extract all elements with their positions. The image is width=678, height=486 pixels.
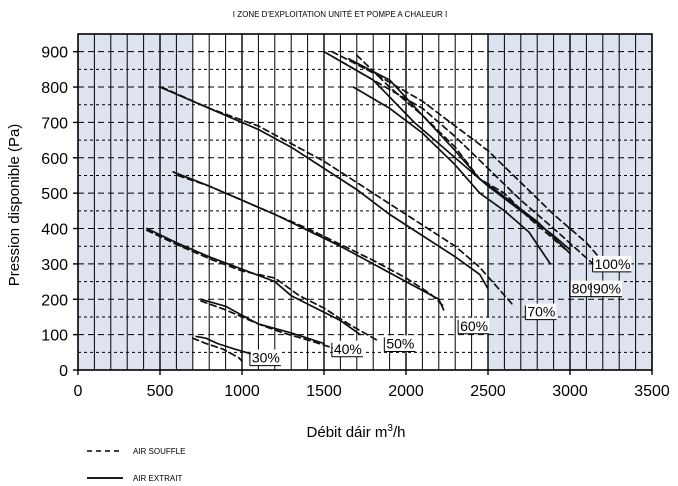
curve-label-90pct: 90%: [593, 281, 621, 297]
y-tick-label: 300: [41, 257, 68, 274]
plot-border: [77, 33, 653, 371]
curve-70pct-extrait: [159, 86, 489, 290]
curve-60pct-souffle: [177, 174, 445, 308]
grid: [78, 34, 652, 370]
x-axis-label: Débit dáir m3/h: [307, 423, 406, 441]
x-tick-label: 2000: [388, 383, 424, 400]
curve-label-background: [250, 349, 281, 366]
curve-80pct-extrait: [352, 86, 552, 265]
y-axis-label: Pression disponible (Pa): [6, 124, 23, 287]
curve-label-background: [332, 340, 363, 357]
curve-labels: 30%40% 50%60%70%80%90%100%: [249, 255, 632, 367]
curve-label-100pct: 100%: [595, 256, 631, 272]
x-tick-label: 1000: [224, 383, 260, 400]
x-tick-label: 1500: [306, 383, 342, 400]
x-tick-label: 500: [147, 383, 174, 400]
y-tick-label: 900: [41, 45, 68, 62]
curve-30pct-extrait: [195, 335, 253, 355]
y-tick-label: 700: [41, 115, 68, 132]
curve-50pct-extrait: [146, 227, 361, 336]
y-tick-label: 100: [41, 328, 68, 345]
curve-30pct-souffle: [191, 337, 243, 363]
curve-label-background: [593, 255, 632, 272]
shaded-zone-1: [78, 34, 193, 370]
curve-40pct-extrait: [200, 298, 325, 345]
x-tick-label: 3000: [552, 383, 588, 400]
y-tick-label: 400: [41, 222, 68, 239]
x-tick-label: 2500: [470, 383, 506, 400]
curve-70pct-souffle: [160, 86, 514, 306]
curve-60pct-extrait: [172, 171, 445, 311]
curve-90pct-souffle: [323, 50, 594, 265]
plot-background: [78, 34, 652, 370]
curve-label-background: [591, 280, 622, 297]
x-tick-label: 3500: [634, 383, 670, 400]
y-axis: 0 100 200 300 400 500 600 700 800 900: [41, 45, 78, 380]
legend-label-air-extrait: AIR EXTRAIT: [133, 474, 182, 483]
curve-100pct-souffle: [331, 50, 612, 272]
curve-label-background: [526, 303, 557, 320]
plot-frame: [77, 33, 653, 371]
y-tick-label: 800: [41, 80, 68, 97]
curve-label-50pct: 50%: [386, 335, 414, 351]
curve-label-background: [459, 317, 490, 334]
curve-label-60pct: 60%: [460, 318, 488, 334]
curve-label-background: [385, 335, 416, 352]
legend: AIR SOUFFLE AIR EXTRAIT: [87, 447, 185, 483]
curve-100pct-extrait: [323, 50, 571, 251]
curve-label-40pct: 40%: [334, 341, 362, 357]
chart-title: I ZONE D'EXPLOITATION UNITÉ ET POMPE A C…: [233, 10, 447, 19]
curves: [146, 50, 612, 363]
y-tick-label: 0: [59, 363, 68, 380]
x-tick-label: 0: [74, 383, 83, 400]
x-axis: 0 500 1000 1500 2000 2500 3000 3500: [74, 370, 670, 400]
curve-label-70pct: 70%: [527, 304, 555, 320]
x-axis-label-superscript: 3: [387, 423, 393, 434]
y-tick-label: 200: [41, 292, 68, 309]
curve-40pct-souffle: [200, 300, 337, 350]
legend-label-air-souffle: AIR SOUFFLE: [133, 447, 185, 456]
y-tick-label: 600: [41, 151, 68, 168]
curve-50pct-souffle: [146, 229, 378, 341]
y-tick-label: 500: [41, 186, 68, 203]
curve-label-30pct: 30%: [252, 350, 280, 366]
